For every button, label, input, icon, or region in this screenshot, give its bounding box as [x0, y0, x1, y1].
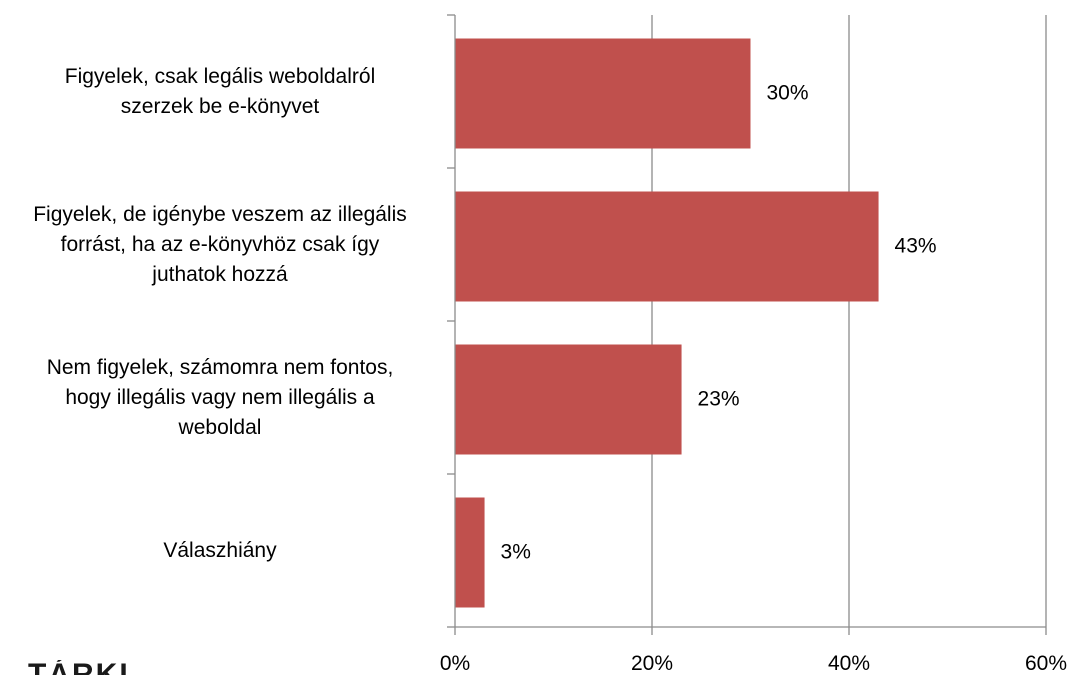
category-label-line: Figyelek, csak legális weboldalról — [64, 64, 376, 88]
bar-0 — [455, 38, 751, 149]
category-label-line: Figyelek, de igénybe veszem az illegális — [33, 202, 407, 226]
category-label-line: weboldal — [178, 415, 262, 439]
bar-2 — [455, 344, 682, 455]
category-label-line: hogy illegális vagy nem illegális a — [65, 385, 375, 409]
category-label-2: Nem figyelek, számomra nem fontos, hogy i… — [0, 353, 440, 443]
axes — [447, 14, 1047, 635]
category-label-line: szerzek be e-könyvet — [120, 94, 320, 118]
category-label-line: forrást, ha az e-könyvhöz csak így — [60, 232, 380, 256]
category-label-line: Nem figyelek, számomra nem fontos, — [46, 355, 394, 379]
category-label-line: Válaszhiány — [163, 538, 277, 562]
x-tick-label-20: 20% — [631, 652, 673, 675]
data-label-1: 43% — [895, 235, 937, 258]
x-tick-label-60: 60% — [1025, 652, 1067, 675]
bar-1 — [455, 191, 879, 302]
category-label-1: Figyelek, de igénybe veszem az illegális… — [0, 200, 440, 290]
x-tick-label-0: 0% — [440, 652, 470, 675]
data-labels: 30% 43% 23% 3% — [501, 82, 937, 564]
footer-logo: TÁRKI — [28, 660, 130, 675]
x-tick-label-40: 40% — [828, 652, 870, 675]
data-label-2: 23% — [698, 388, 740, 411]
data-label-0: 30% — [767, 82, 809, 105]
category-label-line: juthatok hozzá — [152, 262, 288, 286]
data-label-3: 3% — [501, 541, 531, 564]
category-label-3: Válaszhiány — [0, 536, 440, 566]
x-axis-tick-labels: 0% 20% 40% 60% — [440, 652, 1067, 675]
category-label-0: Figyelek, csak legális weboldalról szerze… — [0, 62, 440, 122]
bar-3 — [455, 497, 485, 608]
bars — [455, 38, 879, 608]
